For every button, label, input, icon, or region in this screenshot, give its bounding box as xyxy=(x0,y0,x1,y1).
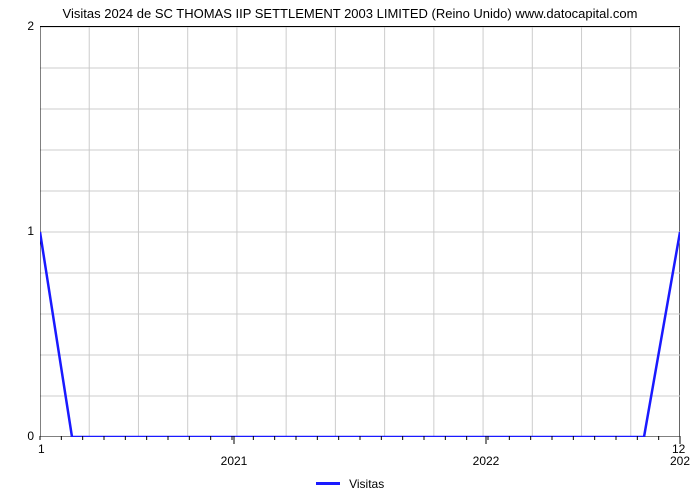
x-left-label: 1 xyxy=(38,442,45,456)
y-tick-label: 2 xyxy=(4,19,34,33)
x-tick-label: 2022 xyxy=(473,454,500,468)
legend-label: Visitas xyxy=(349,477,384,491)
y-tick-label: 1 xyxy=(4,224,34,238)
chart-title: Visitas 2024 de SC THOMAS IIP SETTLEMENT… xyxy=(0,6,700,21)
y-tick-label: 0 xyxy=(4,429,34,443)
plot-area xyxy=(40,26,680,436)
chart-svg xyxy=(40,27,680,437)
chart-container: Visitas 2024 de SC THOMAS IIP SETTLEMENT… xyxy=(0,0,700,500)
x-tick-label: 202 xyxy=(670,454,690,468)
x-ticks xyxy=(0,436,700,454)
legend: Visitas xyxy=(0,476,700,491)
x-tick-label: 2021 xyxy=(221,454,248,468)
legend-swatch xyxy=(316,482,340,485)
